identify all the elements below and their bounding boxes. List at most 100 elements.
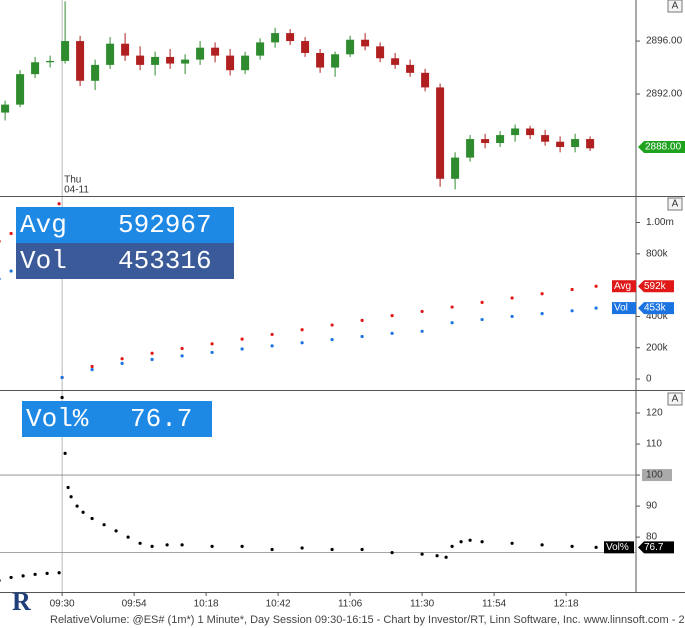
- x-tick-label: 10:42: [266, 599, 291, 610]
- dot: [240, 337, 244, 341]
- dot: [480, 540, 484, 544]
- dot: [570, 544, 574, 549]
- scale-button-label: A: [672, 199, 679, 210]
- candle-body: [481, 139, 490, 144]
- dot: [90, 516, 94, 521]
- scale-button[interactable]: [667, 197, 683, 211]
- dot: [300, 546, 304, 550]
- dot: [390, 551, 394, 555]
- dot: [120, 357, 124, 361]
- readout-value: 592967: [118, 210, 212, 240]
- dot: [57, 202, 61, 206]
- tag-name-box: [612, 280, 636, 293]
- candle-body: [151, 56, 160, 65]
- y-tick-tag: [642, 469, 672, 482]
- dot: [390, 314, 394, 318]
- readout-value: 453316: [118, 246, 212, 276]
- dot: [330, 547, 334, 552]
- dot: [45, 571, 49, 575]
- dot: [510, 541, 514, 545]
- dot: [594, 306, 598, 310]
- candle-body: [286, 33, 295, 42]
- candle-body: [121, 43, 130, 56]
- y-tick-label: 2896.00: [646, 36, 683, 47]
- dot: [390, 331, 394, 335]
- dot: [330, 323, 334, 327]
- dot: [240, 544, 244, 549]
- value-tag-label: 453k: [644, 303, 667, 314]
- dot: [138, 541, 142, 545]
- dot: [150, 351, 154, 355]
- dot: [468, 538, 472, 542]
- dot: [81, 510, 85, 514]
- x-tick-label: 11:30: [410, 599, 435, 610]
- dot: [90, 368, 94, 372]
- scale-button[interactable]: [667, 0, 683, 13]
- dot: [420, 552, 424, 556]
- dot: [210, 350, 214, 355]
- candle-body: [316, 52, 325, 68]
- tag-name-box: [612, 302, 636, 315]
- dot: [360, 334, 364, 339]
- dot: [330, 337, 334, 342]
- y-tick-label: 1.00m: [646, 217, 674, 228]
- dot: [60, 375, 64, 380]
- y-tick-label: 100: [646, 470, 663, 481]
- dot: [459, 540, 463, 544]
- y-tick-label: 400k: [646, 311, 669, 322]
- value-tag: [638, 302, 674, 315]
- value-tag-label: 76.7: [644, 542, 664, 553]
- dot: [57, 571, 61, 575]
- dot: [150, 357, 154, 362]
- readout-box: [16, 243, 234, 279]
- dot: [0, 579, 1, 582]
- candle-body: [406, 64, 415, 73]
- readout-name: Avg: [20, 210, 67, 240]
- footer: RelativeVolume: @ES# (1m*) 1 Minute*, Da…: [50, 614, 685, 626]
- dot: [9, 231, 13, 236]
- dot: [150, 544, 154, 549]
- readout-name: Vol%: [26, 404, 89, 434]
- candle-body: [181, 59, 190, 64]
- candle-body: [466, 139, 475, 158]
- dot: [480, 317, 484, 322]
- date-label: Thu: [64, 175, 81, 186]
- x-tick-label: 11:54: [482, 599, 507, 610]
- y-tick-label: 110: [646, 439, 662, 450]
- candle-body: [136, 55, 145, 65]
- dot: [126, 535, 130, 539]
- candle-body: [61, 41, 70, 61]
- dot: [120, 361, 124, 365]
- tag-name: Vol%: [606, 542, 629, 553]
- candle-body: [451, 157, 460, 179]
- y-tick-label: 0: [646, 374, 652, 385]
- dot: [66, 485, 70, 490]
- scale-button[interactable]: [667, 392, 683, 406]
- candle-body: [376, 46, 385, 59]
- dot: [102, 523, 106, 527]
- dot: [570, 309, 574, 313]
- dot: [360, 318, 364, 322]
- candle-body: [256, 42, 265, 56]
- dot: [570, 287, 574, 292]
- dot: [420, 329, 424, 333]
- logo: R: [12, 587, 31, 616]
- readout-name: Vol: [20, 246, 67, 276]
- candle-body: [301, 41, 310, 53]
- candle-body: [436, 87, 445, 179]
- x-tick-label: 11:06: [338, 599, 363, 610]
- candle-body: [331, 54, 340, 68]
- dot: [114, 529, 118, 533]
- dot: [270, 344, 274, 348]
- date-label: 04-11: [64, 185, 89, 196]
- y-tick-label: 80: [646, 532, 658, 543]
- candle-body: [391, 58, 400, 65]
- candle-body: [241, 55, 250, 71]
- dot: [33, 572, 37, 576]
- dot: [450, 305, 454, 309]
- price-tag: [638, 141, 685, 153]
- dot: [540, 543, 544, 547]
- dot: [69, 495, 73, 499]
- x-tick-label: 09:30: [50, 599, 75, 610]
